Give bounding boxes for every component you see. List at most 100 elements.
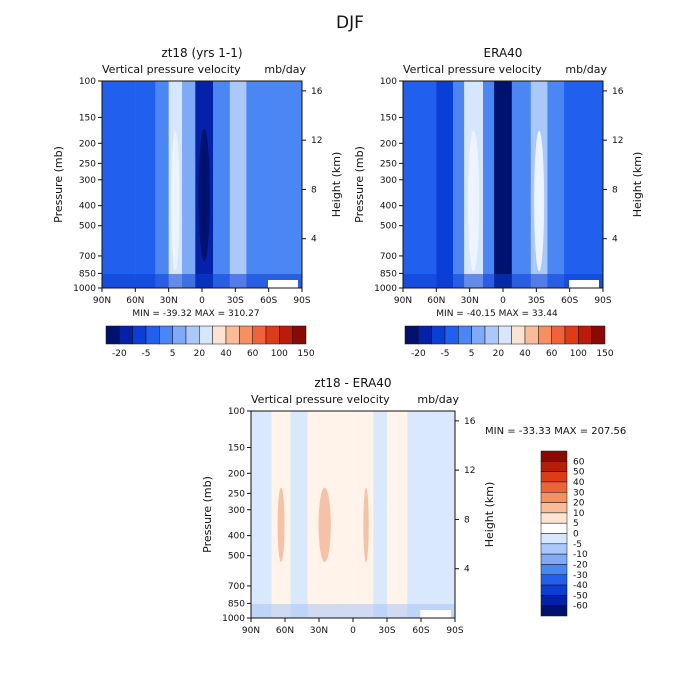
y-tick-label: 500 — [79, 222, 96, 232]
y-tick-label: 250 — [79, 159, 96, 169]
x-tick-label: 90N — [93, 296, 111, 306]
colorbar-swatch — [540, 461, 568, 472]
colorbar-swatch — [279, 325, 293, 345]
field-band — [403, 81, 437, 288]
colorbar-label: -60 — [573, 602, 588, 612]
colorbar-label: 5 — [469, 349, 475, 359]
field-band — [453, 81, 465, 288]
y-tick-label: 100 — [380, 77, 397, 87]
field-band — [102, 81, 136, 288]
y-axis-label: Pressure (mb) — [353, 146, 366, 223]
y2-tick-label: 16 — [612, 87, 624, 97]
x-tick-label: 60S — [412, 626, 429, 636]
y-tick-label: 100 — [79, 77, 96, 87]
x-tick-label: 60N — [126, 296, 144, 306]
y2-axis-label: Height (km) — [631, 152, 644, 218]
y-tick-label: 400 — [79, 202, 96, 212]
x-tick-label: 30N — [461, 296, 479, 306]
y2-tick-label: 12 — [612, 136, 623, 146]
colorbar-swatch — [540, 522, 568, 534]
y-tick-label: 250 — [228, 489, 245, 499]
y-tick-label: 400 — [380, 202, 397, 212]
y2-tick-label: 4 — [612, 235, 618, 245]
field-bands — [403, 81, 603, 288]
field-band — [155, 81, 169, 288]
figure-title: DJF — [336, 13, 364, 33]
x-tick-label: 90S — [594, 296, 611, 306]
panel-stats: MIN = -39.32 MAX = 310.27 — [132, 309, 259, 319]
y-tick-label: 200 — [380, 139, 397, 149]
field-band — [387, 411, 408, 618]
colorbar-label: -20 — [112, 349, 127, 359]
colorbar-swatch — [540, 533, 568, 545]
panel-variable: Vertical pressure velocity — [251, 393, 390, 406]
colorbar-swatch — [239, 325, 253, 345]
colorbar-swatch — [444, 325, 459, 345]
field-band — [483, 81, 495, 288]
y-axis-label: Pressure (mb) — [52, 146, 65, 223]
colorbar-label: 100 — [271, 349, 288, 359]
x-tick-label: 30N — [160, 296, 178, 306]
missing-data-mask — [268, 280, 298, 288]
colorbar-label: -5 — [573, 540, 582, 550]
field-core — [277, 487, 285, 563]
x-tick-label: 60N — [427, 296, 445, 306]
colorbar-swatch — [212, 325, 227, 345]
field-core — [171, 130, 180, 272]
panel-model — [98, 80, 307, 345]
colorbar-swatch — [105, 325, 120, 345]
colorbar-swatch — [540, 450, 568, 462]
colorbar-swatch — [265, 325, 280, 345]
x-tick-label: 60S — [260, 296, 277, 306]
panel-units: mb/day — [417, 393, 459, 406]
x-tick-label: 90N — [242, 626, 260, 636]
colorbar-swatch — [199, 325, 213, 345]
field-band — [547, 81, 565, 288]
colorbar-swatch — [225, 325, 240, 345]
colorbar-swatch — [484, 325, 499, 345]
field-core — [318, 487, 331, 563]
colorbar-swatch — [252, 325, 267, 345]
colorbar-swatch — [145, 325, 160, 345]
y-tick-label: 300 — [79, 176, 96, 186]
colorbar-label: 0 — [573, 530, 579, 540]
colorbar-swatch — [159, 325, 173, 345]
colorbar-label: 20 — [194, 349, 206, 359]
field-band — [436, 81, 453, 288]
y-tick-label: 200 — [228, 469, 245, 479]
surface-layer — [251, 604, 455, 618]
x-tick-label: 0 — [500, 296, 506, 306]
field-band — [290, 411, 308, 618]
panel-stats: MIN = -40.15 MAX = 33.44 — [436, 309, 558, 319]
colorbar-label: 5 — [170, 349, 176, 359]
colorbar-swatch — [292, 325, 307, 345]
panel-variable: Vertical pressure velocity — [403, 63, 542, 76]
x-tick-label: 30N — [310, 626, 328, 636]
colorbar-label: 10 — [573, 509, 585, 519]
x-tick-label: 0 — [350, 626, 356, 636]
field-band — [213, 81, 230, 288]
y-tick-label: 500 — [380, 222, 397, 232]
colorbar-swatch — [540, 595, 568, 606]
field-band — [251, 411, 272, 618]
y-tick-label: 850 — [79, 269, 96, 279]
colorbar-label: 20 — [493, 349, 505, 359]
x-tick-label: 60S — [561, 296, 578, 306]
panel-units: mb/day — [264, 63, 306, 76]
colorbar-swatch — [185, 325, 200, 345]
y2-tick-label: 12 — [311, 136, 322, 146]
colorbar-swatch — [540, 553, 568, 565]
x-tick-label: 0 — [199, 296, 205, 306]
y-tick-label: 850 — [380, 269, 397, 279]
y-axis-label: Pressure (mb) — [201, 476, 214, 553]
panel-obs — [399, 80, 607, 345]
colorbar-label: -30 — [573, 571, 588, 581]
y2-tick-label: 8 — [311, 185, 317, 195]
colorbar-label: -20 — [573, 560, 588, 570]
x-tick-label: 30S — [528, 296, 545, 306]
colorbar-label: 5 — [573, 519, 579, 529]
x-tick-label: 90N — [394, 296, 412, 306]
colorbar-swatch — [540, 471, 568, 483]
y2-tick-label: 4 — [464, 565, 470, 575]
